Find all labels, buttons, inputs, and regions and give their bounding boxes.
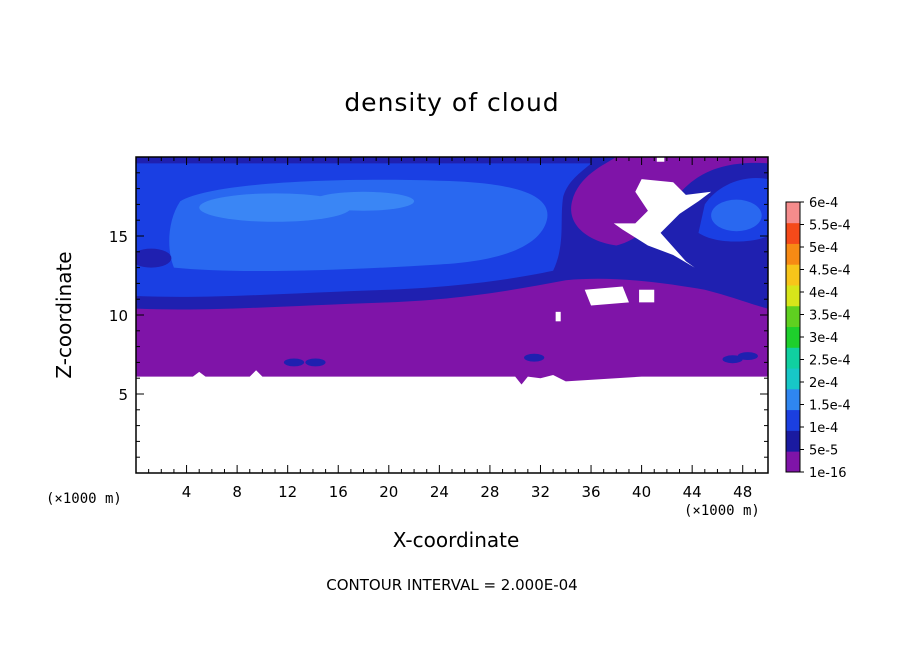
clear-gap-upper	[613, 179, 712, 268]
colorbar-label: 4e-4	[809, 286, 838, 301]
y-tick-label: 10	[109, 307, 128, 325]
base-patch-0	[283, 358, 305, 367]
x-tick-label: 12	[278, 483, 297, 501]
colorbar-label: 2.5e-4	[809, 354, 851, 369]
colorbar-label: 4.5e-4	[809, 264, 851, 279]
colorbar-label: 5e-5	[809, 444, 838, 459]
colorbar-swatch	[786, 326, 800, 348]
colorbar-swatch	[786, 347, 800, 369]
colorbar-swatch	[786, 264, 800, 286]
density-field	[136, 157, 768, 473]
colorbar-label: 5e-4	[809, 241, 838, 256]
x-tick-label: 48	[733, 483, 752, 501]
colorbar-label: 3e-4	[809, 331, 838, 346]
colorbar: 1e-16 5e-5 1e-4 1.5e-4 2e-4 2.5e-4 3e-4 3.5e-4 4…	[785, 196, 851, 481]
colorbar-swatch	[786, 409, 800, 431]
x-tick-label: 4	[182, 483, 192, 501]
x-tick-label: 16	[329, 483, 348, 501]
colorbar-label: 1.5e-4	[809, 399, 851, 414]
x-tick-label: 36	[581, 483, 600, 501]
x-tick-label: 40	[632, 483, 651, 501]
x-tick-label: 28	[480, 483, 499, 501]
colorbar-swatch	[786, 430, 800, 452]
right-cell-light-blue	[711, 199, 762, 232]
colorbar-swatch	[786, 388, 800, 411]
colorbar-swatch	[786, 202, 800, 224]
colorbar-label: 1e-16	[809, 466, 847, 481]
clear-gap-small	[639, 289, 655, 303]
x-tick-label: 20	[379, 483, 398, 501]
colorbar-label: 2e-4	[809, 376, 838, 391]
base-patch-1	[305, 358, 326, 367]
cloud-core-patch-1	[199, 193, 351, 222]
colorbar-swatch	[786, 305, 800, 328]
x-tick-label: 8	[232, 483, 242, 501]
colorbar-label: 5.5e-4	[809, 219, 851, 234]
colorbar-swatch	[786, 243, 800, 265]
x-tick-label: 24	[430, 483, 449, 501]
contour-interval-note: CONTOUR INTERVAL = 2.000E-04	[326, 576, 578, 594]
y-tick-label: 15	[109, 228, 128, 246]
colorbar-swatch	[786, 451, 800, 473]
x-tick-label: 44	[683, 483, 702, 501]
colorbar-swatch	[786, 368, 800, 390]
x-axis-label-text: X-coordinate	[392, 528, 520, 552]
x-axis-label: X-coordinate	[0, 528, 904, 552]
cloud-core-patch-2	[312, 191, 415, 211]
clear-gap-tiny	[555, 311, 561, 322]
y-unit-label: (×1000 m)	[46, 491, 122, 507]
colorbar-label: 3.5e-4	[809, 309, 851, 324]
y-tick-label: 5	[118, 386, 128, 404]
left-notch	[136, 248, 172, 268]
chart-title: density of cloud	[344, 88, 560, 117]
base-patch-3	[722, 355, 743, 364]
x-tick-label: 32	[531, 483, 550, 501]
base-patch-2	[524, 353, 545, 362]
colorbar-swatch	[786, 222, 800, 244]
colorbar-label: 1e-4	[809, 421, 838, 436]
base-patch-4	[737, 352, 758, 361]
clear-gap-top	[656, 157, 665, 162]
x-unit-label: (×1000 m)	[684, 503, 760, 519]
clear-gap-mid	[584, 286, 629, 306]
colorbar-label: 6e-4	[809, 196, 838, 211]
colorbar-swatch	[786, 285, 800, 307]
